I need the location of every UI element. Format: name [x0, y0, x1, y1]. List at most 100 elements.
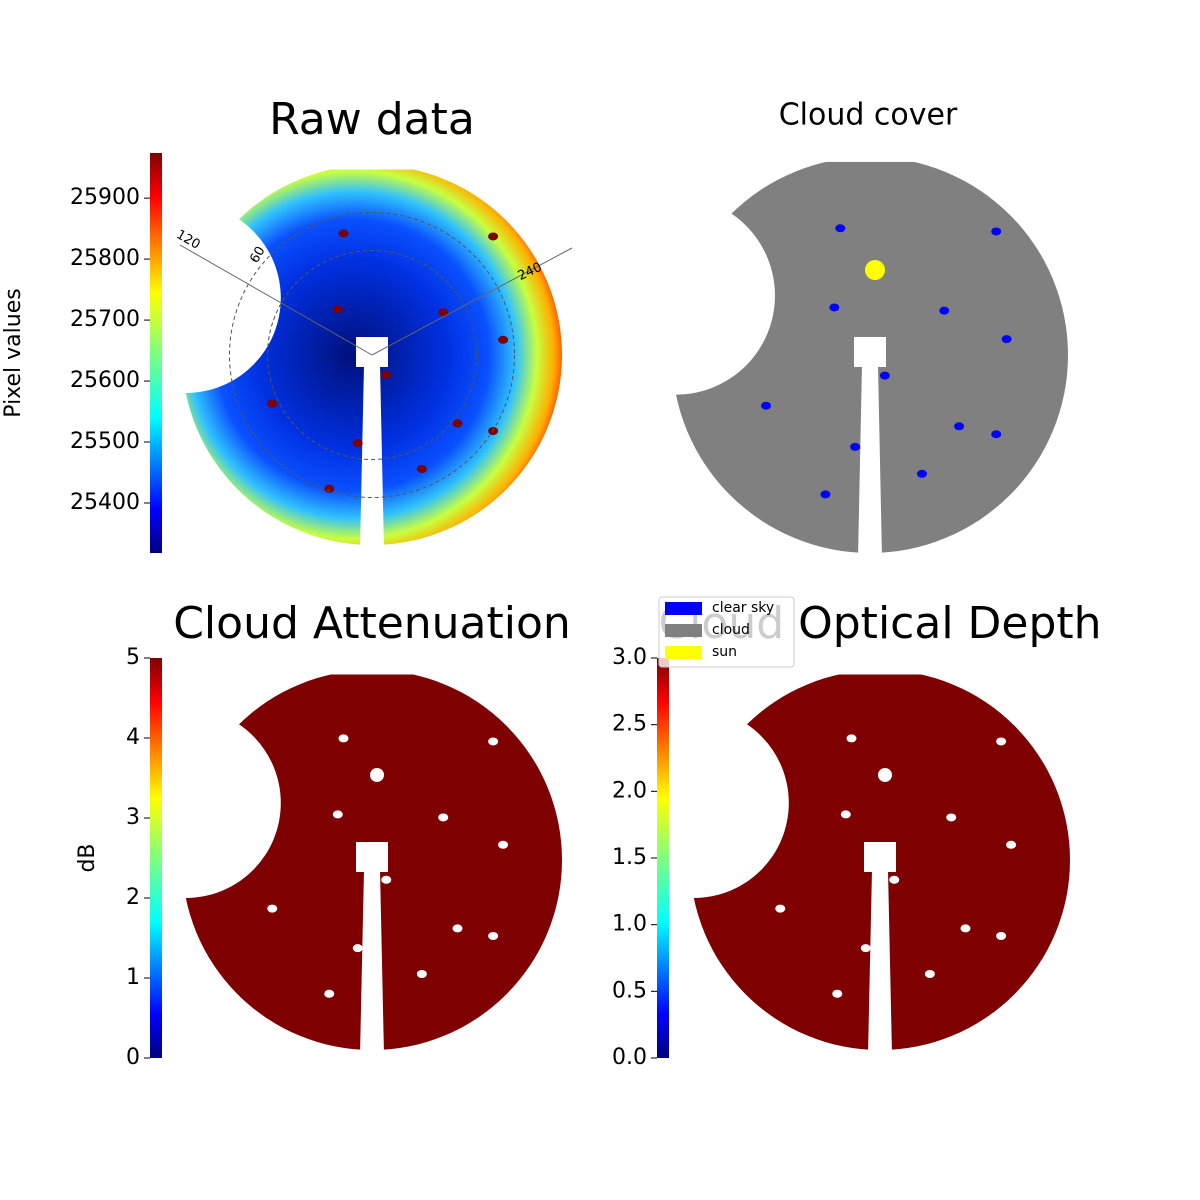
colorbar-tick-label: 2	[126, 885, 140, 910]
legend-label: sun	[712, 644, 737, 660]
colorbar-tick-label: 3	[126, 805, 140, 830]
speck	[996, 737, 1007, 746]
colorbar	[657, 658, 669, 1058]
colorbar-tick-label: 25900	[70, 185, 140, 210]
azimuth-label: 60	[247, 244, 268, 266]
speck	[332, 810, 343, 819]
colorbar-tick-label: 5	[126, 645, 140, 670]
colorbar-tick-label: 2.0	[612, 778, 647, 803]
speck	[381, 370, 392, 379]
speck	[775, 904, 786, 913]
colorbar-tick-label: 2.5	[612, 712, 647, 737]
azimuth-line	[179, 244, 373, 356]
camera-mount	[356, 842, 388, 872]
sky-image	[90, 665, 567, 1055]
speck	[452, 924, 463, 933]
speck	[452, 419, 463, 428]
image-mask	[90, 708, 281, 898]
colorbar-label: dB	[75, 843, 100, 872]
colorbar-tick-label: 1.5	[612, 845, 647, 870]
legend: clear sky cloud sun	[658, 596, 795, 668]
speck	[438, 308, 449, 317]
speck	[954, 422, 965, 431]
camera-mount	[356, 337, 388, 367]
colorbar-tick-label: 3.0	[612, 645, 647, 670]
speck	[820, 490, 831, 499]
image-mask	[598, 708, 789, 898]
sky-image	[576, 152, 1073, 558]
speck	[996, 932, 1007, 940]
panel-title: Raw data	[269, 94, 475, 145]
speck	[829, 303, 840, 312]
legend-swatch	[665, 646, 702, 659]
panel-title: Cloud Attenuation	[173, 598, 571, 649]
speck	[352, 944, 363, 953]
image-mask	[90, 203, 281, 393]
speck	[991, 227, 1002, 236]
speck	[991, 430, 1002, 439]
azimuth-line	[371, 247, 573, 356]
speck	[338, 229, 349, 238]
speck	[939, 306, 950, 315]
speck	[832, 989, 843, 998]
legend-swatch	[665, 624, 702, 637]
camera-arm	[360, 365, 384, 550]
colorbar-tick-label: 25700	[70, 307, 140, 332]
image-mask	[177, 160, 567, 170]
speck	[761, 401, 772, 410]
colorbar-tick-label: 25800	[70, 246, 140, 271]
speck	[850, 442, 861, 451]
speck	[488, 737, 499, 746]
image-mask	[177, 665, 567, 675]
speck	[352, 439, 363, 448]
sky-image	[598, 665, 1075, 1055]
sun	[865, 260, 885, 280]
speck	[916, 469, 927, 478]
camera-arm	[360, 870, 384, 1055]
speck	[338, 734, 349, 743]
speck	[324, 989, 335, 998]
speck	[879, 371, 890, 380]
sun-mask	[370, 768, 384, 782]
colorbar-tick-label: 0.5	[612, 978, 647, 1003]
legend-label: cloud	[712, 622, 750, 638]
panel-title: Cloud cover	[779, 98, 958, 133]
speck	[960, 924, 971, 933]
colorbar-label: Pixel values	[1, 288, 26, 417]
speck	[438, 813, 449, 822]
sun-mask	[878, 768, 892, 782]
speck	[332, 305, 343, 314]
speck	[416, 970, 427, 978]
speck	[267, 904, 278, 913]
speck	[498, 335, 509, 344]
camera-mount	[854, 337, 886, 367]
speck	[498, 840, 509, 849]
colorbar-tick-label: 1.0	[612, 912, 647, 937]
speck	[924, 970, 935, 978]
speck	[860, 944, 871, 953]
speck	[889, 875, 900, 884]
image-mask	[667, 152, 1073, 162]
speck	[835, 224, 846, 233]
sky-image	[90, 160, 567, 550]
colorbar-tick-label: 25600	[70, 368, 140, 393]
speck	[488, 232, 499, 241]
speck	[946, 813, 957, 822]
speck	[1006, 840, 1017, 849]
elevation-circle	[267, 250, 477, 460]
colorbar-tick-label: 0.0	[612, 1045, 647, 1070]
camera-arm	[858, 365, 882, 558]
colorbar-tick-label: 1	[126, 965, 140, 990]
speck	[1001, 335, 1012, 344]
speck	[846, 734, 857, 743]
image-mask	[576, 196, 775, 395]
speck	[416, 465, 427, 473]
colorbar-tick-label: 25400	[70, 490, 140, 515]
image-mask	[685, 665, 1075, 675]
colorbar	[150, 153, 162, 553]
speck	[324, 484, 335, 493]
speck	[488, 932, 499, 940]
colorbar-tick-label: 4	[126, 725, 140, 750]
colorbar-tick-label: 0	[126, 1045, 140, 1070]
